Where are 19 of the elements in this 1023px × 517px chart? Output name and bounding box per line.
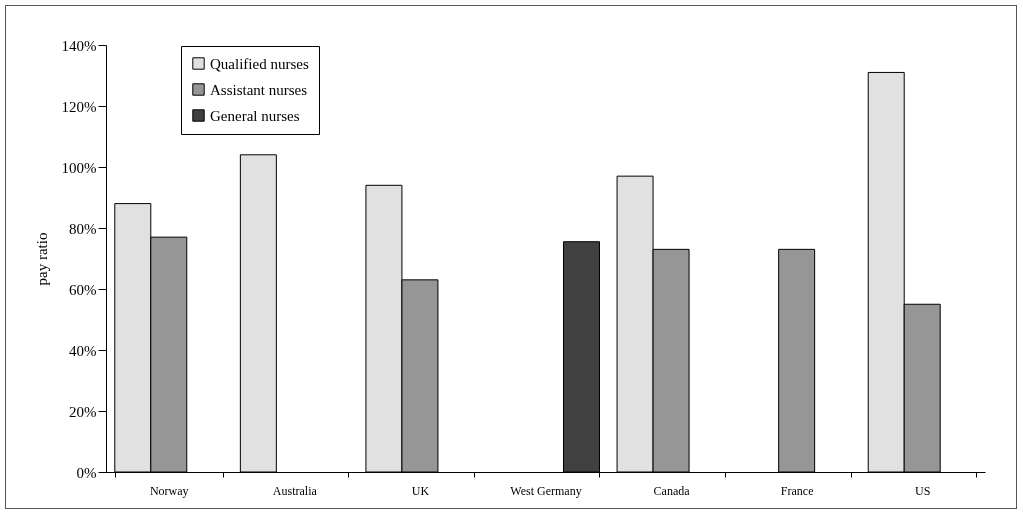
x-tick-label: West Germany — [510, 483, 582, 498]
y-tick-label: 140% — [61, 37, 97, 54]
y-tick-label: 60% — [69, 281, 97, 298]
x-tick-label: US — [915, 483, 931, 498]
y-tick-label: 80% — [69, 220, 97, 237]
y-tick-label: 120% — [61, 98, 97, 115]
y-tick-label: 40% — [69, 342, 97, 359]
x-tick-label: UK — [411, 483, 430, 498]
y-tick-label: 100% — [61, 159, 97, 176]
y-axis-title: pay ratio — [33, 232, 50, 286]
y-tick-label: 0% — [76, 464, 97, 481]
x-tick-label: Australia — [272, 483, 318, 498]
y-tick-label: 20% — [69, 403, 97, 420]
x-tick-label: France — [780, 483, 814, 498]
legend-label: Qualified nurses — [210, 55, 309, 72]
x-tick-label: Norway — [149, 483, 189, 498]
legend-label: General nurses — [210, 107, 300, 124]
x-tick-label: Canada — [653, 483, 691, 498]
legend-label: Assistant nurses — [210, 81, 308, 98]
